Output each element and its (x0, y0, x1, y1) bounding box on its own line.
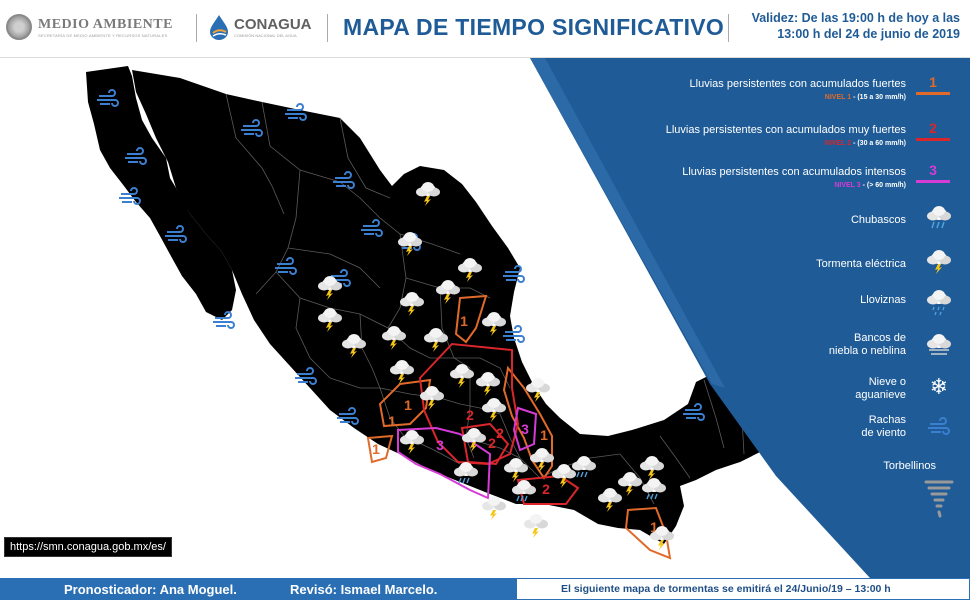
header: MEDIO AMBIENTE SECRETARÍA DE MEDIO AMBIE… (0, 0, 970, 58)
zone-label: 1 (372, 441, 380, 457)
header-divider (728, 14, 729, 42)
agency2-name: CONAGUA (234, 16, 312, 33)
zone-level1 (378, 378, 432, 428)
next-map-notice: El siguiente mapa de tormentas se emitir… (516, 578, 970, 600)
zone-label: 1 (540, 427, 548, 443)
zone-label: 3 (436, 437, 444, 453)
showers-icon (927, 206, 951, 229)
agency2-subtitle: COMISIÓN NACIONAL DEL AGUA (234, 33, 297, 38)
zone-label: 1 (460, 313, 468, 329)
fog-icon (927, 334, 951, 355)
forecaster-name: Pronosticador: Ana Moguel. (64, 582, 237, 597)
zone-label: 2 (496, 425, 504, 441)
page-title: MAPA DE TIEMPO SIGNIFICATIVO (343, 14, 725, 40)
validity-period: Validez: De las 19:00 h de hoy a las 13:… (751, 11, 960, 41)
zone-label: 1 (404, 397, 412, 413)
national-seal-icon (6, 14, 32, 40)
conagua-logo: CONAGUA COMISIÓN NACIONAL DEL AGUA (208, 14, 312, 40)
legend-panel-bg (530, 58, 970, 578)
legend-item-level3: Lluvias persistentes con acumulados inte… (682, 166, 906, 189)
zone-label: 1 (388, 413, 396, 429)
mainland-mexico-region (132, 70, 776, 544)
zone-level2 (516, 474, 580, 505)
legend-item-thunderstorm: Tormenta eléctrica (816, 258, 906, 270)
snowflake-icon: ❄ (929, 374, 948, 399)
zone-level3 (512, 406, 538, 452)
level2-swatch: 2 (916, 120, 950, 141)
zone-level1 (624, 506, 672, 560)
baja-california-region (86, 66, 236, 320)
storm-icon (524, 514, 548, 538)
storm-icon (482, 496, 506, 520)
zone-level2 (460, 422, 510, 466)
drizzle-icon (927, 290, 951, 316)
legend-item-drizzle: Lloviznas (860, 294, 906, 306)
legend-item-showers: Chubascos (850, 214, 906, 226)
legend-item-whirlwind: Torbellinos (883, 460, 936, 472)
website-url[interactable]: https://smn.conagua.gob.mx/es/ (4, 537, 172, 557)
agency1-name: MEDIO AMBIENTE (38, 16, 173, 32)
zone-level1 (366, 434, 394, 464)
header-divider (196, 14, 197, 42)
zone-label: 3 (521, 421, 529, 437)
zone-label: 1 (650, 519, 658, 535)
reviewer-name: Revisó: Ismael Marcelo. (290, 582, 438, 597)
legend-item-snow: Nieve o aguanieve (855, 376, 906, 401)
weather-map: 1 1 1 2 2 2 3 3 1 1 1 2 (86, 58, 970, 578)
legend-item-level2: Lluvias persistentes con acumulados muy … (665, 124, 906, 147)
legend: Lluvias persistentes con acumulados fuer… (600, 58, 970, 578)
legend-item-level1: Lluvias persistentes con acumulados fuer… (689, 78, 906, 101)
wind-gust-icon (927, 417, 950, 435)
zone-label: 2 (466, 407, 474, 423)
medio-ambiente-logo: MEDIO AMBIENTE SECRETARÍA DE MEDIO AMBIE… (6, 14, 173, 40)
zone-level2 (418, 342, 520, 466)
agency1-subtitle: SECRETARÍA DE MEDIO AMBIENTE Y RECURSOS … (38, 32, 168, 38)
legend-item-fog: Bancos de niebla o neblina (828, 332, 906, 357)
tornado-icon (924, 480, 954, 518)
thunderstorm-icon (922, 246, 956, 280)
level3-swatch: 3 (916, 162, 950, 183)
rain-zones (366, 294, 672, 560)
zone-label: 2 (488, 435, 496, 451)
zone-level3 (397, 426, 492, 500)
zone-label: 2 (542, 481, 550, 497)
header-divider (327, 14, 328, 42)
footer: Pronosticador: Ana Moguel. Revisó: Ismae… (0, 578, 970, 600)
level1-swatch: 1 (916, 74, 950, 95)
conagua-drop-icon (210, 15, 228, 40)
zone-level1 (454, 294, 488, 344)
legend-item-gusts: Rachas de viento (861, 414, 906, 439)
